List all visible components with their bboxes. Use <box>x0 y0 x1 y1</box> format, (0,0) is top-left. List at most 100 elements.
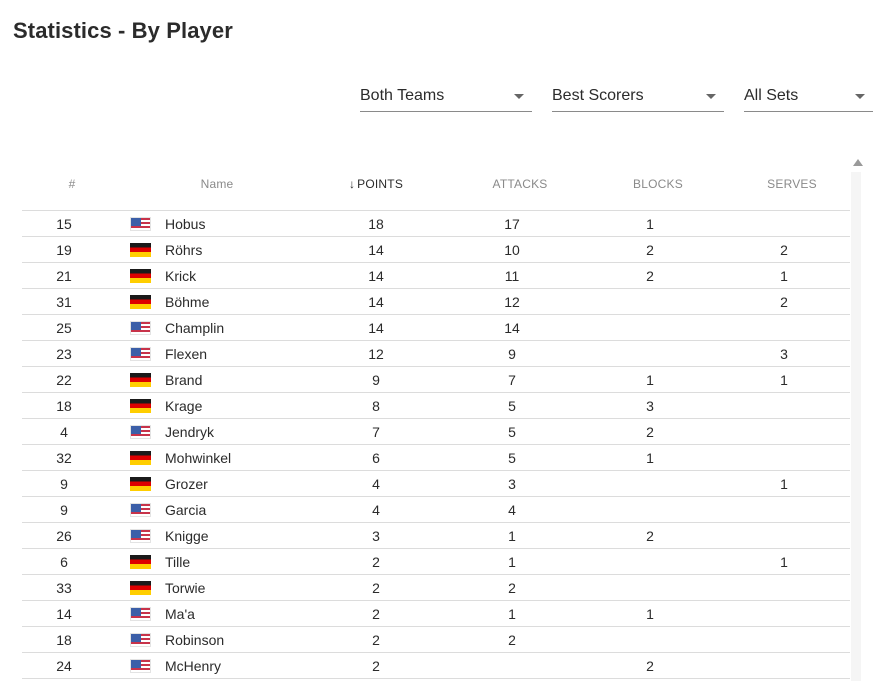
table-row[interactable]: 19 Röhrs 14 10 2 2 <box>22 237 850 263</box>
table-row[interactable]: 9 Garcia 4 4 <box>22 497 850 523</box>
player-name: Champlin <box>165 320 225 336</box>
page-title: Statistics - By Player <box>13 18 233 43</box>
blocks-value: 2 <box>646 268 654 284</box>
player-number: 4 <box>60 424 68 440</box>
table-header: # Name ↓ POINTS ATTACKS BLOCKS SERVES <box>22 160 850 211</box>
stat-type-filter-value: Best Scorers <box>552 87 644 104</box>
attacks-value: 5 <box>508 398 516 414</box>
player-name: Robinson <box>165 632 225 648</box>
flag-germany-icon <box>130 399 151 413</box>
flag-germany-icon <box>130 269 151 283</box>
flag-usa-icon <box>130 217 151 231</box>
player-name: Grozer <box>165 476 208 492</box>
player-number: 9 <box>60 476 68 492</box>
table-row[interactable]: 9 Grozer 4 3 1 <box>22 471 850 497</box>
flag-usa-icon <box>130 659 151 673</box>
points-value: 6 <box>372 450 380 466</box>
player-name: Torwie <box>165 580 206 596</box>
player-number: 21 <box>56 268 72 284</box>
player-number: 26 <box>56 528 72 544</box>
flag-usa-icon <box>130 607 151 621</box>
player-number: 9 <box>60 502 68 518</box>
player-number: 6 <box>60 554 68 570</box>
player-name: Röhrs <box>165 242 203 258</box>
column-header-attacks[interactable]: ATTACKS <box>492 177 548 191</box>
flag-usa-icon <box>130 529 151 543</box>
blocks-value: 2 <box>646 528 654 544</box>
player-number: 18 <box>56 398 72 414</box>
points-value: 3 <box>372 528 380 544</box>
table-row[interactable]: 21 Krick 14 11 2 1 <box>22 263 850 289</box>
column-header-serves[interactable]: SERVES <box>767 177 817 191</box>
table-row[interactable]: 6 Tille 2 1 1 <box>22 549 850 575</box>
player-number: 23 <box>56 346 72 362</box>
scrollbar-track[interactable] <box>851 172 861 681</box>
stat-type-filter-dropdown[interactable]: Best Scorers <box>552 84 724 112</box>
player-number: 14 <box>56 606 72 622</box>
table-row[interactable]: 31 Böhme 14 12 2 <box>22 289 850 315</box>
serves-value: 1 <box>780 372 788 388</box>
arrow-down-icon: ↓ <box>348 177 356 191</box>
table-row[interactable]: 18 Krage 8 5 3 <box>22 393 850 419</box>
blocks-value: 2 <box>646 242 654 258</box>
column-header-points[interactable]: ↓ POINTS <box>326 177 426 191</box>
attacks-value: 5 <box>508 424 516 440</box>
table-row[interactable]: 26 Knigge 3 1 2 <box>22 523 850 549</box>
player-name: McHenry <box>165 658 222 674</box>
player-number: 15 <box>56 216 72 232</box>
table-row[interactable]: 22 Brand 9 7 1 1 <box>22 367 850 393</box>
attacks-value: 14 <box>504 320 520 336</box>
player-number: 31 <box>56 294 72 310</box>
column-header-name[interactable]: Name <box>200 177 234 191</box>
player-number: 32 <box>56 450 72 466</box>
attacks-value: 1 <box>508 606 516 622</box>
player-name: Böhme <box>165 294 210 310</box>
attacks-value: 5 <box>508 450 516 466</box>
table-row[interactable]: 24 McHenry 2 2 <box>22 653 850 679</box>
flag-germany-icon <box>130 477 151 491</box>
blocks-value: 1 <box>646 450 654 466</box>
table-row[interactable]: 18 Robinson 2 2 <box>22 627 850 653</box>
table-row[interactable]: 25 Champlin 14 14 <box>22 315 850 341</box>
column-header-number[interactable]: # <box>68 177 76 191</box>
player-number: 18 <box>56 632 72 648</box>
points-value: 14 <box>368 320 384 336</box>
points-value: 7 <box>372 424 380 440</box>
points-value: 2 <box>372 606 380 622</box>
flag-germany-icon <box>130 451 151 465</box>
points-value: 8 <box>372 398 380 414</box>
serves-value: 2 <box>780 242 788 258</box>
table-row[interactable]: 4 Jendryk 7 5 2 <box>22 419 850 445</box>
flag-germany-icon <box>130 243 151 257</box>
points-value: 2 <box>372 658 380 674</box>
player-name: Jendryk <box>165 424 215 440</box>
player-name: Mohwinkel <box>165 450 232 466</box>
player-number: 25 <box>56 320 72 336</box>
player-name: Krage <box>165 398 203 414</box>
scroll-up-icon[interactable] <box>853 159 863 166</box>
serves-value: 2 <box>780 294 788 310</box>
table-row[interactable]: 15 Hobus 18 17 1 <box>22 211 850 237</box>
player-name: Krick <box>165 268 197 284</box>
attacks-value: 10 <box>504 242 520 258</box>
serves-value: 1 <box>780 476 788 492</box>
sets-filter-dropdown[interactable]: All Sets <box>744 84 873 112</box>
player-name: Hobus <box>165 216 206 232</box>
table-row[interactable]: 14 Ma'a 2 1 1 <box>22 601 850 627</box>
table-body: 15 Hobus 18 17 1 19 Röhrs 14 10 2 2 21 Krick 14 11 2 1 31… <box>22 211 850 679</box>
column-header-blocks[interactable]: BLOCKS <box>633 177 683 191</box>
player-name: Tille <box>165 554 191 570</box>
table-row[interactable]: 32 Mohwinkel 6 5 1 <box>22 445 850 471</box>
player-number: 19 <box>56 242 72 258</box>
points-value: 4 <box>372 476 380 492</box>
attacks-value: 1 <box>508 528 516 544</box>
table-row[interactable]: 23 Flexen 12 9 3 <box>22 341 850 367</box>
attacks-value: 9 <box>508 346 516 362</box>
attacks-value: 1 <box>508 554 516 570</box>
column-header-points-label: POINTS <box>357 177 404 191</box>
team-filter-dropdown[interactable]: Both Teams <box>360 84 532 112</box>
attacks-value: 12 <box>504 294 520 310</box>
table-row[interactable]: 33 Torwie 2 2 <box>22 575 850 601</box>
blocks-value: 2 <box>646 424 654 440</box>
player-name: Garcia <box>165 502 207 518</box>
